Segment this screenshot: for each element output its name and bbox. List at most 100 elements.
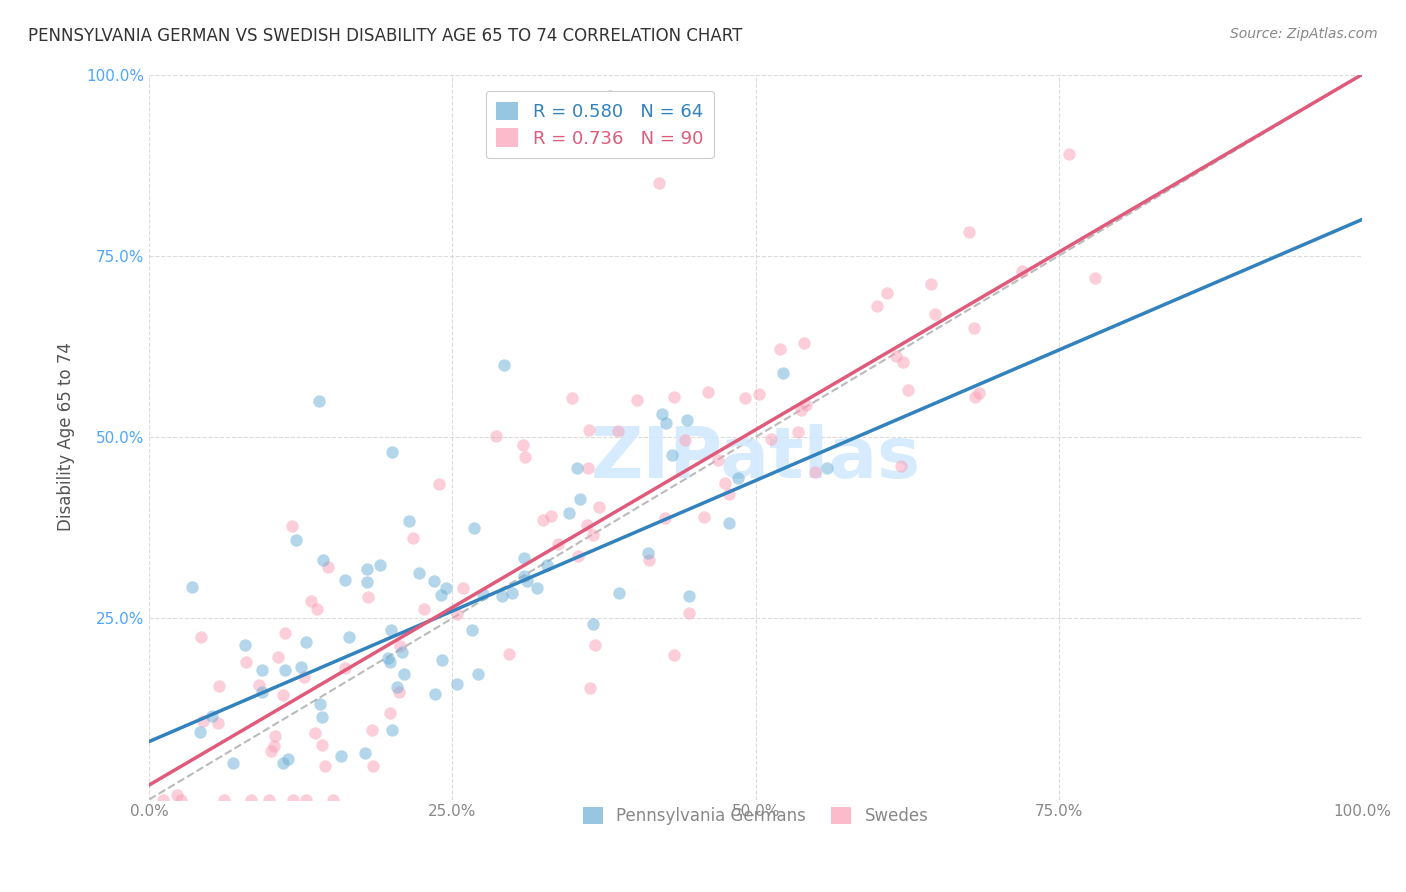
Legend: Pennsylvania Germans, Swedes: Pennsylvania Germans, Swedes <box>572 797 938 835</box>
Point <box>661 449 683 463</box>
Point <box>446 607 468 621</box>
Point <box>305 602 328 616</box>
Point <box>357 591 380 605</box>
Point <box>769 342 792 356</box>
Point <box>308 393 330 408</box>
Point <box>212 792 235 806</box>
Point <box>250 663 273 677</box>
Point <box>734 392 756 406</box>
Point <box>339 630 361 644</box>
Point <box>190 630 212 644</box>
Point <box>266 650 288 665</box>
Point <box>259 792 281 806</box>
Point <box>309 698 332 712</box>
Point <box>693 509 716 524</box>
Point <box>451 581 474 595</box>
Point <box>264 729 287 743</box>
Point <box>876 286 898 301</box>
Point <box>890 458 912 473</box>
Point <box>579 681 602 696</box>
Point <box>637 545 659 559</box>
Point <box>388 639 411 653</box>
Point <box>398 514 420 528</box>
Point <box>531 513 554 527</box>
Point <box>239 792 262 806</box>
Point <box>673 433 696 447</box>
Text: PENNSYLVANIA GERMAN VS SWEDISH DISABILITY AGE 65 TO 74 CORRELATION CHART: PENNSYLVANIA GERMAN VS SWEDISH DISABILIT… <box>28 27 742 45</box>
Point <box>891 354 914 368</box>
Point <box>707 453 730 467</box>
Point <box>583 638 606 652</box>
Point <box>292 670 315 684</box>
Point <box>152 792 174 806</box>
Point <box>361 723 384 737</box>
Point <box>380 655 402 669</box>
Point <box>180 580 202 594</box>
Point <box>718 487 741 501</box>
Point <box>333 661 356 675</box>
Point <box>513 450 536 465</box>
Point <box>678 589 700 603</box>
Point <box>512 438 534 452</box>
Point <box>434 581 457 595</box>
Point <box>263 739 285 753</box>
Point <box>547 537 569 551</box>
Point <box>467 667 489 681</box>
Point <box>655 416 678 430</box>
Point <box>356 574 378 589</box>
Point <box>252 685 274 699</box>
Point <box>380 706 402 720</box>
Point <box>368 558 391 573</box>
Point <box>804 465 827 479</box>
Point <box>759 432 782 446</box>
Point <box>965 390 987 404</box>
Point <box>391 645 413 659</box>
Point <box>561 391 583 405</box>
Point <box>402 531 425 545</box>
Point <box>654 511 676 525</box>
Point <box>166 789 188 803</box>
Point <box>285 533 308 547</box>
Point <box>957 225 980 239</box>
Point <box>329 748 352 763</box>
Point <box>884 349 907 363</box>
Point <box>607 425 630 439</box>
Point <box>526 581 548 595</box>
Point <box>540 508 562 523</box>
Point <box>897 383 920 397</box>
Point <box>513 569 536 583</box>
Point <box>463 521 485 535</box>
Point <box>1011 263 1033 277</box>
Point <box>963 321 986 335</box>
Point <box>361 758 384 772</box>
Point <box>314 759 336 773</box>
Point <box>233 639 256 653</box>
Point <box>787 425 810 439</box>
Point <box>408 566 430 580</box>
Point <box>273 688 295 702</box>
Point <box>191 714 214 729</box>
Point <box>201 708 224 723</box>
Text: Source: ZipAtlas.com: Source: ZipAtlas.com <box>1230 27 1378 41</box>
Point <box>446 677 468 691</box>
Point <box>582 617 605 632</box>
Point <box>569 491 592 506</box>
Point <box>335 574 357 588</box>
Point <box>714 476 737 491</box>
Point <box>387 680 409 694</box>
Point <box>575 517 598 532</box>
Point <box>472 587 495 601</box>
Point <box>260 743 283 757</box>
Point <box>311 739 333 753</box>
Point <box>311 710 333 724</box>
Point <box>967 386 990 401</box>
Point <box>501 585 523 599</box>
Point <box>429 477 451 491</box>
Point <box>281 792 304 806</box>
Point <box>651 407 673 421</box>
Point <box>772 366 794 380</box>
Point <box>221 756 243 771</box>
Point <box>662 648 685 662</box>
Point <box>353 746 375 760</box>
Point <box>388 684 411 698</box>
